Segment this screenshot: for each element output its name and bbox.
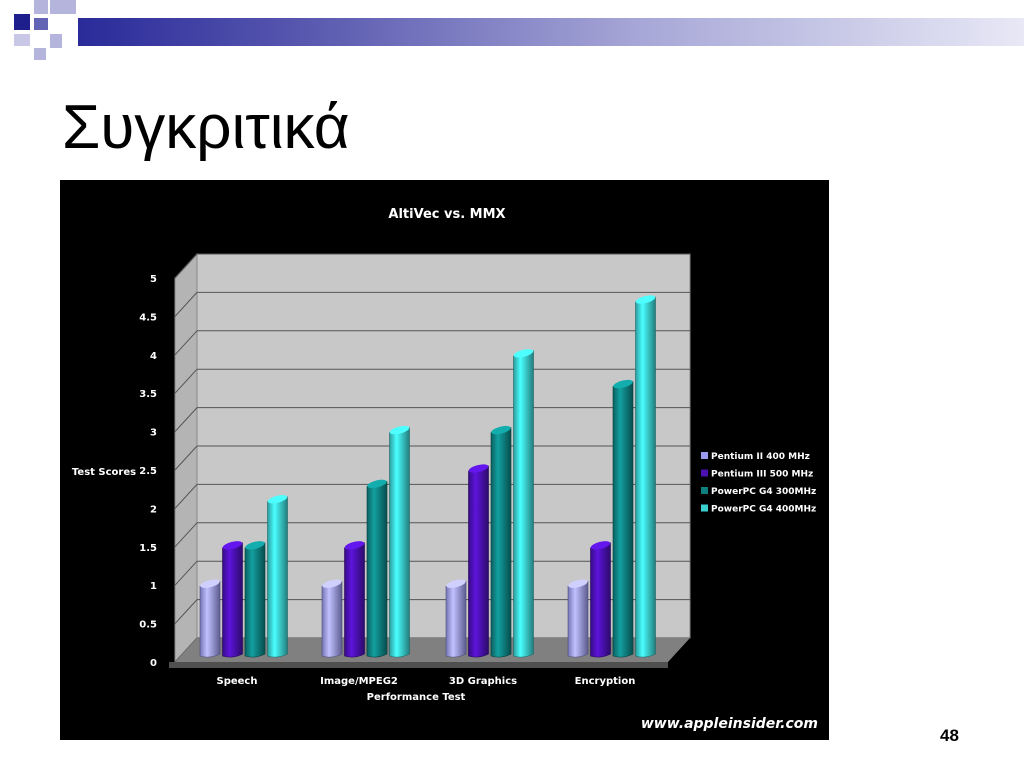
bar bbox=[635, 296, 656, 658]
legend-swatch bbox=[701, 487, 708, 494]
y-tick-label: 2 bbox=[150, 504, 157, 515]
legend-swatch bbox=[701, 452, 708, 459]
bar bbox=[513, 350, 534, 658]
corner-square-light bbox=[50, 0, 76, 14]
gridline-side bbox=[174, 292, 198, 317]
x-tick-label: 3D Graphics bbox=[449, 676, 517, 687]
bar-top bbox=[613, 379, 633, 389]
y-tick-label: 1.5 bbox=[139, 543, 157, 554]
gridline-side bbox=[174, 599, 198, 624]
gridline-side bbox=[174, 484, 198, 509]
legend-label: PowerPC G4 400MHz bbox=[711, 505, 816, 515]
y-tick-label: 3.5 bbox=[139, 389, 157, 400]
bar-top bbox=[446, 579, 466, 588]
bar bbox=[267, 496, 288, 658]
x-axis-label: Performance Test bbox=[367, 692, 466, 703]
x-tick-label: Encryption bbox=[575, 676, 636, 687]
bar-top bbox=[222, 541, 243, 550]
bar bbox=[366, 480, 388, 658]
bar-top bbox=[468, 464, 489, 473]
bar-top bbox=[367, 479, 387, 489]
y-tick-label: 1 bbox=[150, 581, 157, 592]
gridline-side bbox=[174, 253, 198, 279]
bar-top bbox=[491, 425, 511, 435]
bar-top bbox=[245, 541, 265, 550]
bar bbox=[222, 542, 243, 658]
gridline-side bbox=[174, 445, 198, 471]
y-tick-label: 0 bbox=[150, 658, 157, 669]
bar bbox=[490, 427, 512, 658]
bar-top bbox=[322, 579, 342, 588]
chart-image: 0 0.5 1 1.5 2 2.5 3 3.5 4 4.5 5 Speech Image/MPEG2 3D… bbox=[60, 180, 829, 740]
y-tick-label: 0.5 bbox=[139, 620, 157, 631]
bar-top bbox=[635, 295, 656, 304]
bar bbox=[445, 580, 467, 658]
legend-label: Pentium III 500 MHz bbox=[711, 470, 813, 480]
bar-top bbox=[590, 541, 611, 550]
corner-square-light bbox=[34, 0, 48, 14]
bar-top bbox=[568, 579, 588, 588]
bar-chart: 0 0.5 1 1.5 2 2.5 3 3.5 4 4.5 5 Speech Image/MPEG2 3D… bbox=[72, 207, 818, 732]
gridline-side bbox=[174, 560, 198, 586]
y-tick-label: 4.5 bbox=[139, 312, 157, 323]
y-tick-label: 2.5 bbox=[139, 466, 157, 477]
legend-swatch bbox=[701, 504, 708, 512]
corner-square-light bbox=[34, 48, 46, 60]
bar bbox=[612, 381, 634, 658]
header-gradient-bar bbox=[78, 18, 1024, 46]
chart-floor-edge bbox=[169, 662, 668, 668]
gridline-side bbox=[174, 522, 198, 548]
bar bbox=[199, 580, 221, 658]
gridline-side bbox=[174, 330, 198, 356]
y-axis-label: Test Scores bbox=[72, 467, 136, 478]
y-tick-label: 5 bbox=[150, 274, 157, 285]
bar-top bbox=[389, 425, 410, 435]
slide-title: Συγκριτικά bbox=[62, 93, 350, 162]
bar bbox=[567, 580, 589, 658]
gridline-side bbox=[174, 407, 198, 432]
bar-top bbox=[344, 541, 365, 550]
bar bbox=[344, 542, 365, 658]
watermark-text: www.appleinsider.com bbox=[641, 716, 818, 732]
bar-top bbox=[200, 579, 220, 588]
bar bbox=[468, 465, 489, 658]
x-tick-label: Image/MPEG2 bbox=[320, 676, 398, 687]
bar-top bbox=[267, 495, 288, 504]
chart-title: AltiVec vs. MMX bbox=[388, 207, 505, 222]
bar bbox=[321, 580, 343, 658]
bar bbox=[389, 427, 410, 658]
page-number: 48 bbox=[940, 726, 959, 745]
chart-floor bbox=[175, 638, 690, 662]
corner-square-light bbox=[50, 34, 62, 48]
legend-label: Pentium II 400 MHz bbox=[711, 452, 810, 462]
corner-square-mid bbox=[34, 18, 48, 30]
bar-top bbox=[513, 349, 534, 358]
legend-swatch bbox=[701, 469, 708, 477]
bar bbox=[590, 542, 611, 658]
y-tick-label: 3 bbox=[150, 428, 157, 439]
x-tick-label: Speech bbox=[217, 676, 258, 687]
bar bbox=[244, 542, 266, 658]
legend-label: PowerPC G4 300MHz bbox=[711, 487, 816, 497]
corner-square-dark bbox=[14, 14, 30, 30]
gridline-side bbox=[174, 368, 198, 394]
corner-square-light bbox=[14, 34, 30, 46]
y-tick-label: 4 bbox=[150, 351, 157, 362]
